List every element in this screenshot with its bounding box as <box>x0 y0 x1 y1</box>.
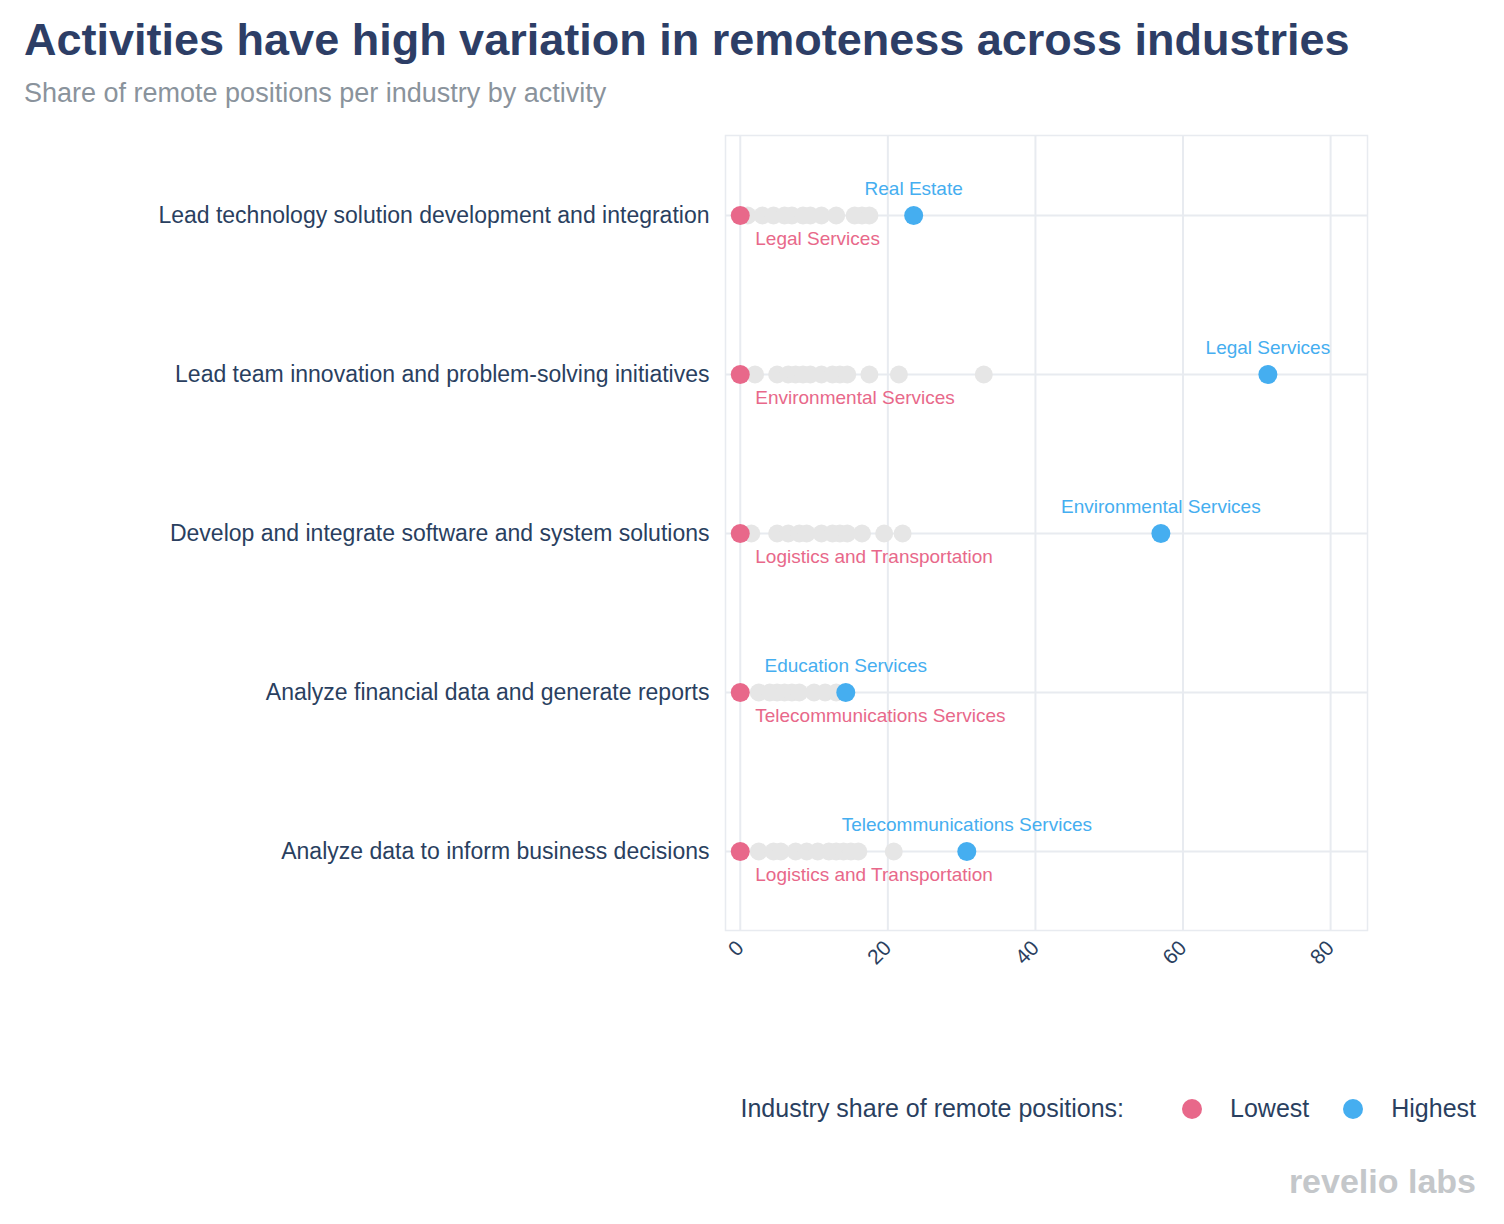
svg-text:Legal Services: Legal Services <box>1206 337 1331 358</box>
svg-text:Telecommunications Services: Telecommunications Services <box>755 705 1005 726</box>
svg-text:Logistics and Transportation: Logistics and Transportation <box>755 546 993 567</box>
svg-text:20: 20 <box>863 936 896 969</box>
svg-text:Telecommunications Services: Telecommunications Services <box>842 814 1092 835</box>
svg-text:Analyze financial data and gen: Analyze financial data and generate repo… <box>266 679 710 705</box>
svg-text:Education Services: Education Services <box>764 655 927 676</box>
html-text:Share of remote positions per: Share of remote positions per industry b… <box>24 78 607 108</box>
html-text:revelio labs: revelio labs <box>1288 1162 1476 1200</box>
svg-text:Logistics and Transportation: Logistics and Transportation <box>755 864 993 885</box>
html-text:Industry share of remote posit: Industry share of remote positions: <box>740 1094 1124 1122</box>
html-text:Lowest: Lowest <box>1230 1094 1310 1122</box>
svg-text:40: 40 <box>1010 936 1043 969</box>
svg-text:Develop and integrate software: Develop and integrate software and syste… <box>170 520 710 546</box>
svg-text:60: 60 <box>1158 936 1191 969</box>
svg-text:Lead team innovation and probl: Lead team innovation and problem-solving… <box>175 361 709 387</box>
svg-text:Real Estate: Real Estate <box>865 178 963 199</box>
svg-text:0: 0 <box>723 936 748 961</box>
svg-text:80: 80 <box>1305 936 1338 969</box>
svg-text:Environmental Services: Environmental Services <box>755 387 955 408</box>
svg-text:Legal Services: Legal Services <box>755 228 880 249</box>
html-text:Highest: Highest <box>1391 1094 1476 1122</box>
html-text:Activities have high variation: Activities have high variation in remote… <box>24 14 1350 65</box>
svg-text:Lead technology solution devel: Lead technology solution development and… <box>158 202 709 228</box>
svg-text:Environmental Services: Environmental Services <box>1061 496 1261 517</box>
svg-text:Analyze data to inform busines: Analyze data to inform business decision… <box>281 838 709 864</box>
